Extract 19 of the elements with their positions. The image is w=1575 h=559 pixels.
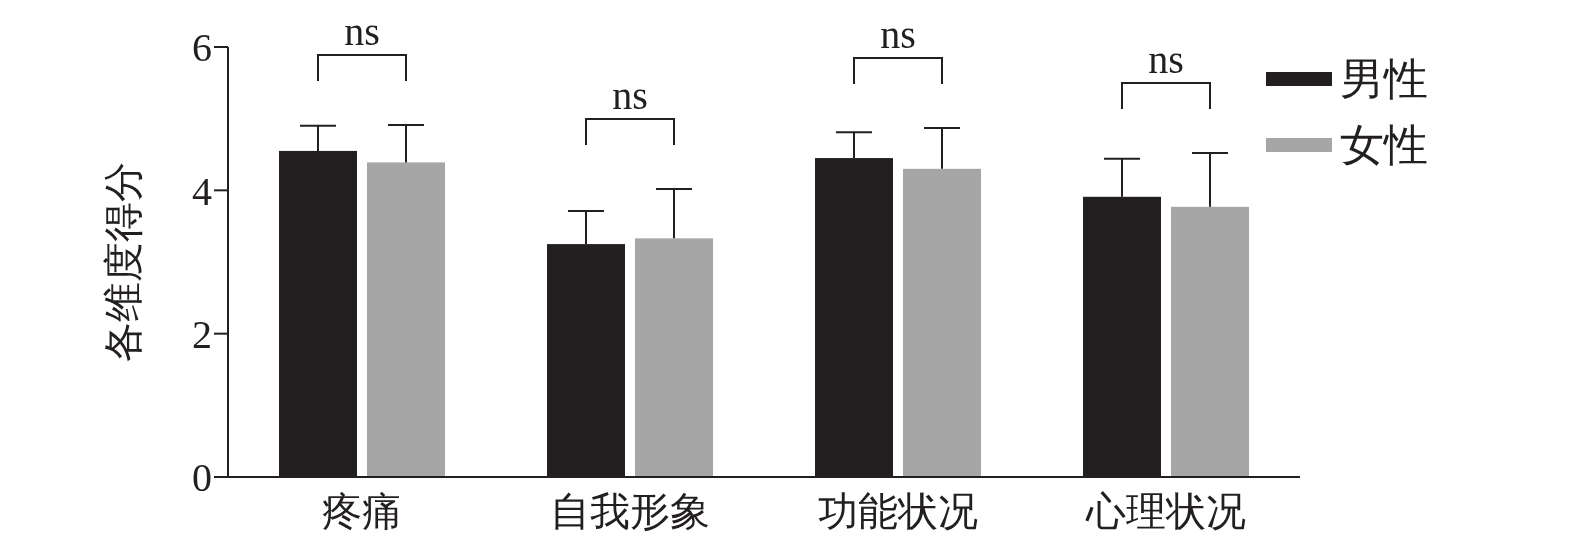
x-tick-label: 自我形象 — [550, 489, 710, 535]
bar — [367, 162, 445, 477]
annotation: ns — [344, 9, 380, 55]
annotation: ns — [612, 72, 648, 118]
y-tick-label: 2 — [192, 311, 212, 357]
x-tick-label: 疼痛 — [322, 489, 402, 535]
legend-label: 男性 — [1340, 53, 1428, 106]
bar — [903, 168, 981, 477]
y-tick-label: 0 — [192, 455, 212, 501]
x-tick-label: 功能状况 — [818, 489, 978, 535]
legend-label: 女性 — [1340, 119, 1428, 172]
bar — [1171, 206, 1249, 477]
y-tick-label: 4 — [192, 168, 212, 214]
y-axis-title: 各维度得分 — [101, 162, 147, 362]
x-tick-label: 心理状况 — [1085, 489, 1246, 535]
annotation: ns — [880, 11, 916, 57]
annotation: ns — [1148, 37, 1184, 83]
bar — [635, 238, 713, 477]
y-tick-label: 6 — [192, 25, 212, 71]
